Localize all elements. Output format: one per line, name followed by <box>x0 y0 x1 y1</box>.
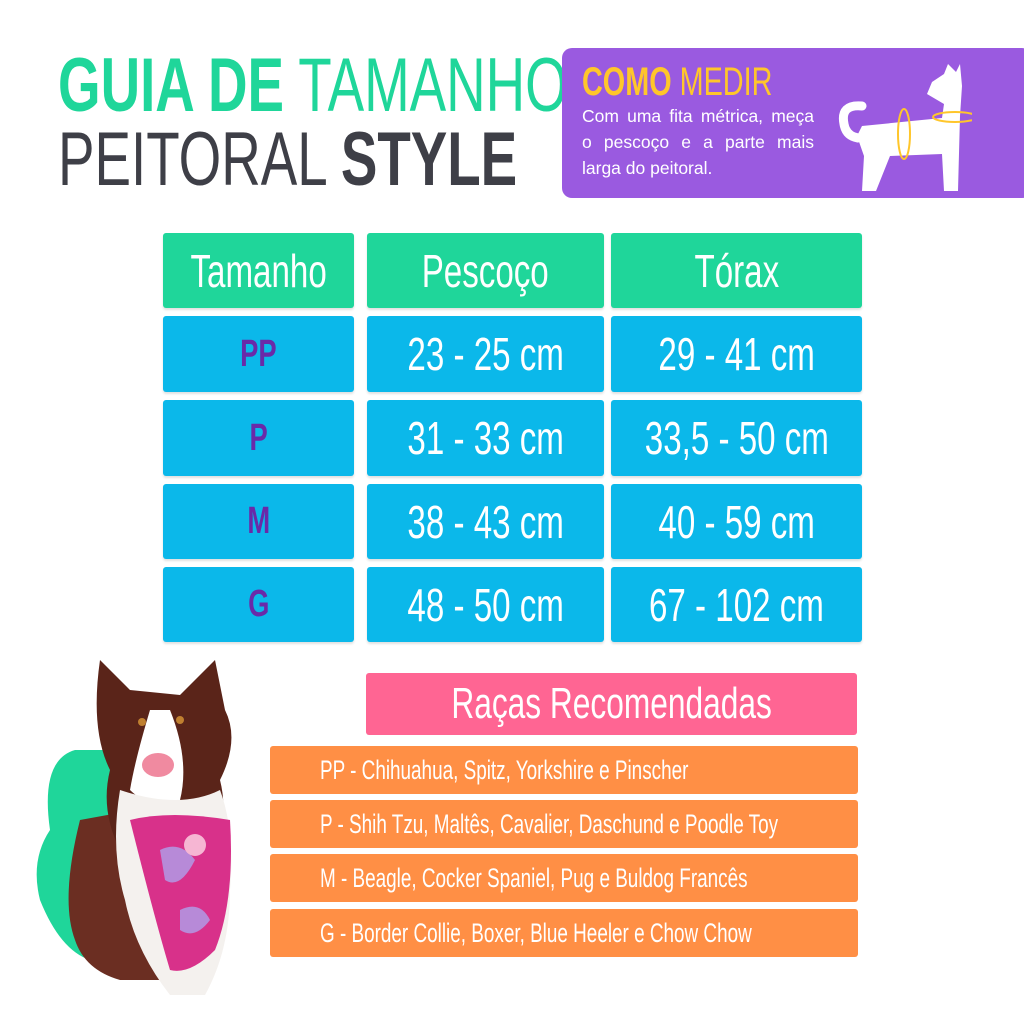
size-cell: PP <box>163 316 354 392</box>
size-label: G <box>247 583 270 625</box>
size-cell: M <box>163 484 354 559</box>
dog-photo <box>36 660 232 995</box>
size-cell: P <box>163 400 354 476</box>
dog-measure-icon <box>838 64 972 191</box>
header-size-label: Tamanho <box>190 244 327 297</box>
how-title-bold: COMO <box>582 60 672 104</box>
header-chest: Tórax <box>611 233 862 308</box>
chest-cell: 40 - 59 cm <box>611 484 862 559</box>
breed-text: G - Border Collie, Boxer, Blue Heeler e … <box>320 917 752 948</box>
subtitle-bold: STYLE <box>340 117 518 202</box>
header-neck: Pescoço <box>367 233 604 308</box>
neck-value: 31 - 33 cm <box>407 412 564 464</box>
chest-value: 29 - 41 cm <box>658 328 815 380</box>
chest-value: 40 - 59 cm <box>658 495 815 548</box>
how-to-measure-title: COMO MEDIR <box>582 62 846 102</box>
chest-cell: 33,5 - 50 cm <box>611 400 862 476</box>
chest-value: 33,5 - 50 cm <box>644 412 829 464</box>
neck-cell: 48 - 50 cm <box>367 567 604 642</box>
breed-text: P - Shih Tzu, Maltês, Cavalier, Daschund… <box>320 808 779 839</box>
size-label: PP <box>240 332 277 375</box>
breed-row: P - Shih Tzu, Maltês, Cavalier, Daschund… <box>270 800 858 848</box>
title-bold: GUIA DE <box>58 43 284 128</box>
breed-row: PP - Chihuahua, Spitz, Yorkshire e Pinsc… <box>270 746 858 794</box>
header-size: Tamanho <box>163 233 354 308</box>
breeds-title-banner: Raças Recomendadas <box>366 673 857 735</box>
breeds-title: Raças Recomendadas <box>451 679 772 728</box>
how-to-measure-box: COMO MEDIR Com uma fita métrica, meça o … <box>562 48 1024 198</box>
subtitle-light: PEITORAL <box>58 117 326 202</box>
chest-cell: 67 - 102 cm <box>611 567 862 642</box>
title-light: TAMANHO <box>298 43 568 128</box>
header-neck-label: Pescoço <box>421 244 550 297</box>
header-chest-label: Tórax <box>694 244 779 297</box>
pink-camo-harness <box>130 815 231 971</box>
title-line-2: PEITORAL STYLE <box>58 122 696 198</box>
title-line-1: GUIA DE TAMANHO <box>58 48 766 124</box>
how-to-measure-text: Com uma fita métrica, meça o pescoço e a… <box>582 106 814 178</box>
size-label: M <box>247 500 270 542</box>
how-title-light: MEDIR <box>679 60 773 104</box>
neck-cell: 23 - 25 cm <box>367 316 604 392</box>
breed-row: M - Beagle, Cocker Spaniel, Pug e Buldog… <box>270 854 858 902</box>
size-cell: G <box>163 567 354 642</box>
breed-text: PP - Chihuahua, Spitz, Yorkshire e Pinsc… <box>320 754 689 785</box>
chest-value: 67 - 102 cm <box>649 578 824 631</box>
breed-row: G - Border Collie, Boxer, Blue Heeler e … <box>270 909 858 957</box>
neck-value: 48 - 50 cm <box>407 578 564 631</box>
size-label: P <box>249 416 268 459</box>
chest-cell: 29 - 41 cm <box>611 316 862 392</box>
neck-cell: 38 - 43 cm <box>367 484 604 559</box>
neck-value: 23 - 25 cm <box>407 328 564 380</box>
neck-cell: 31 - 33 cm <box>367 400 604 476</box>
neck-value: 38 - 43 cm <box>407 495 564 548</box>
breed-text: M - Beagle, Cocker Spaniel, Pug e Buldog… <box>320 862 748 893</box>
